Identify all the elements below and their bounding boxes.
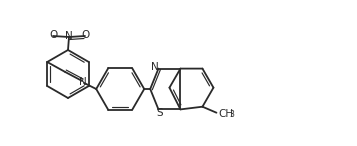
- Text: 3: 3: [230, 110, 234, 119]
- Text: N: N: [65, 31, 73, 41]
- Text: N: N: [151, 62, 159, 72]
- Text: O: O: [49, 30, 57, 40]
- Text: CH: CH: [218, 109, 233, 119]
- Text: S: S: [156, 108, 163, 118]
- Text: N: N: [79, 77, 87, 87]
- Text: O: O: [81, 30, 89, 40]
